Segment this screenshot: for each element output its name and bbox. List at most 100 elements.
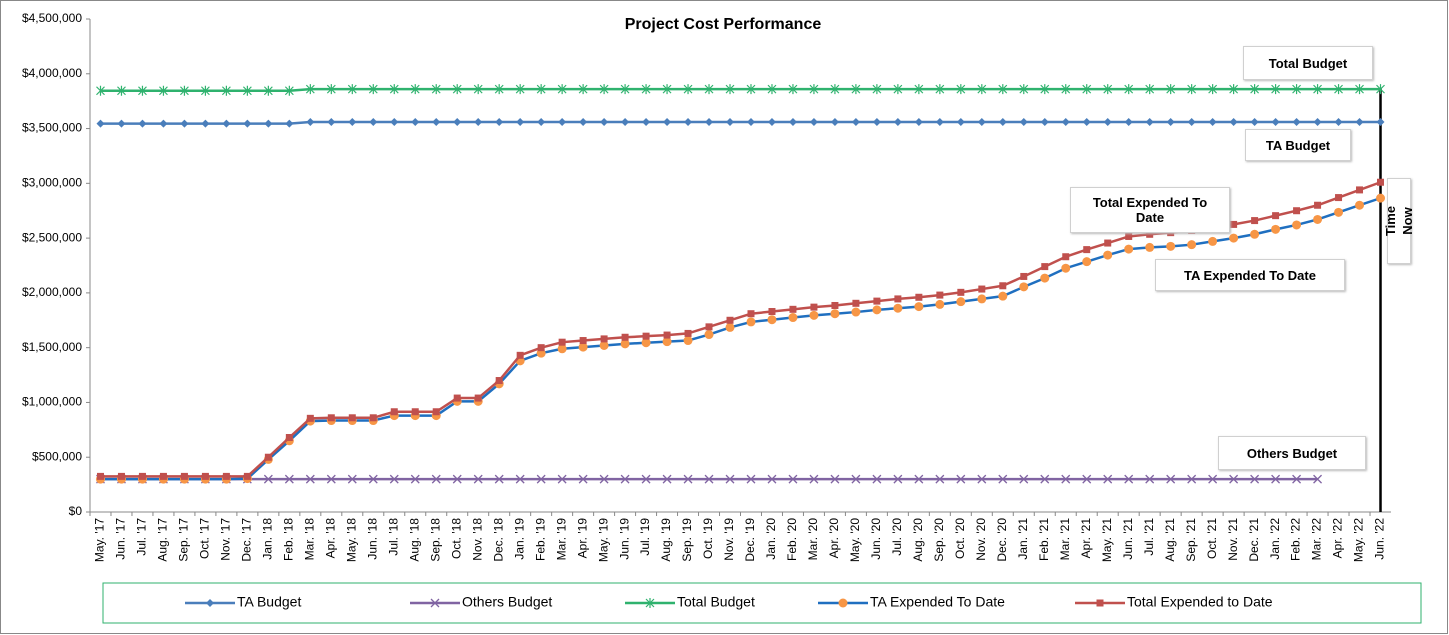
x-tick-label: Apr. '20 <box>827 518 841 559</box>
x-tick-label: Nov. '18 <box>470 518 484 561</box>
marker <box>557 84 567 95</box>
marker <box>956 84 966 95</box>
marker <box>894 295 902 303</box>
marker <box>705 117 714 126</box>
marker <box>1250 117 1259 126</box>
marker <box>726 316 734 324</box>
marker <box>410 84 420 95</box>
marker <box>117 85 126 96</box>
marker <box>327 414 335 422</box>
legend-item: TA Expended To Date <box>818 594 1005 610</box>
marker <box>1271 474 1281 484</box>
x-tick-label: Jul. '21 <box>1142 518 1156 556</box>
x-tick-label: Jun. '22 <box>1373 518 1387 560</box>
marker <box>1229 233 1239 243</box>
legend-label: Total Expended to Date <box>1127 594 1273 610</box>
marker <box>432 408 440 416</box>
marker <box>117 119 126 128</box>
x-tick-label: Oct. '19 <box>701 518 715 559</box>
marker <box>389 84 399 95</box>
x-tick-label: Mar. '18 <box>303 518 317 561</box>
marker <box>725 84 735 95</box>
marker <box>159 472 167 480</box>
x-tick-label: Feb. '22 <box>1289 518 1303 561</box>
marker <box>515 474 525 484</box>
marker <box>599 84 609 95</box>
marker <box>704 330 714 340</box>
marker <box>645 598 655 608</box>
x-tick-label: May. '17 <box>93 518 107 562</box>
marker <box>872 474 882 484</box>
marker <box>200 85 210 96</box>
x-tick-label: Feb. '19 <box>533 518 547 561</box>
marker <box>1146 230 1154 238</box>
marker <box>830 84 840 95</box>
marker <box>180 85 189 96</box>
marker <box>201 472 209 480</box>
marker <box>872 117 881 126</box>
marker <box>1355 117 1364 126</box>
marker <box>284 85 294 96</box>
marker <box>914 302 924 312</box>
marker <box>305 84 315 95</box>
marker <box>999 282 1007 290</box>
x-tick-label: Jun. '18 <box>365 518 379 560</box>
marker <box>264 119 273 128</box>
marker <box>285 434 293 442</box>
x-tick-label: Feb. '21 <box>1037 518 1051 561</box>
marker <box>851 307 861 317</box>
marker <box>368 474 378 484</box>
marker <box>725 474 735 484</box>
marker <box>1187 474 1197 484</box>
marker <box>830 117 839 126</box>
marker <box>473 84 483 95</box>
x-tick-label: Jun. '17 <box>114 518 128 560</box>
marker <box>1356 186 1364 194</box>
marker <box>998 291 1008 301</box>
marker <box>1019 474 1029 484</box>
x-tick-label: Nov. '19 <box>722 518 736 561</box>
marker <box>663 331 671 339</box>
marker <box>662 337 672 347</box>
marker <box>263 474 273 484</box>
marker <box>1124 117 1133 126</box>
marker <box>746 317 756 327</box>
x-tick-label: Oct. '17 <box>198 518 212 559</box>
marker <box>326 84 336 95</box>
marker <box>1145 242 1155 252</box>
x-tick-label: Jun. '19 <box>617 518 631 560</box>
marker <box>641 338 651 348</box>
marker <box>389 474 399 484</box>
marker <box>1229 117 1238 126</box>
x-tick-label: May. '21 <box>1100 518 1114 562</box>
marker <box>557 474 567 484</box>
marker <box>789 305 797 313</box>
marker <box>138 472 146 480</box>
marker <box>579 117 588 126</box>
marker <box>1020 272 1028 280</box>
marker <box>683 84 693 95</box>
marker <box>1082 474 1092 484</box>
marker <box>1041 263 1049 271</box>
x-tick-label: Jul. '17 <box>135 518 149 556</box>
marker <box>914 117 923 126</box>
marker <box>180 119 189 128</box>
marker <box>96 119 105 128</box>
marker <box>284 474 294 484</box>
y-tick-label: $4,500,000 <box>22 11 82 25</box>
marker <box>663 117 672 126</box>
marker <box>1376 193 1386 203</box>
marker <box>1166 117 1175 126</box>
marker <box>264 453 272 461</box>
marker <box>1166 84 1176 95</box>
marker <box>1292 84 1301 95</box>
x-tick-label: Mar. '21 <box>1058 518 1072 561</box>
marker <box>788 313 798 323</box>
marker <box>662 474 672 484</box>
marker <box>1335 194 1343 202</box>
marker <box>767 84 777 95</box>
x-tick-label: Apr. '21 <box>1079 518 1093 559</box>
marker <box>1355 84 1364 95</box>
marker <box>956 474 966 484</box>
marker <box>936 291 944 299</box>
